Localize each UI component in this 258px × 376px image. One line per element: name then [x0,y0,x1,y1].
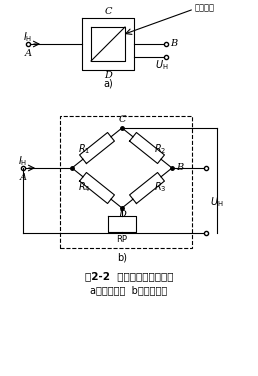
Text: 图2-2  霍尔元件的等效电桥: 图2-2 霍尔元件的等效电桥 [85,271,173,281]
Text: $R_2$: $R_2$ [154,142,166,156]
Text: D: D [104,71,112,80]
Text: $U_{\rm H}$: $U_{\rm H}$ [155,58,169,72]
Text: $U_{\rm H}$: $U_{\rm H}$ [210,195,223,209]
Text: b): b) [117,253,127,263]
Text: a）霍尔元件  b）等效电桥: a）霍尔元件 b）等效电桥 [90,285,168,295]
Text: $I_{\rm H}$: $I_{\rm H}$ [23,30,33,44]
Text: A: A [20,173,27,182]
Text: C: C [118,115,126,124]
Text: RP: RP [117,235,127,244]
Text: 霍尔元件: 霍尔元件 [195,3,215,12]
Text: $R_3$: $R_3$ [154,180,166,194]
Text: C: C [104,7,112,16]
Text: B: B [176,164,183,173]
Text: A: A [25,49,31,58]
Bar [60,116,192,248]
Text: B: B [170,39,177,49]
Text: $R_4$: $R_4$ [78,180,90,194]
Text: $I_{\rm H}$: $I_{\rm H}$ [18,154,28,168]
Text: D: D [118,210,126,219]
Text: $R_1$: $R_1$ [78,142,90,156]
Text: a): a) [103,79,113,89]
